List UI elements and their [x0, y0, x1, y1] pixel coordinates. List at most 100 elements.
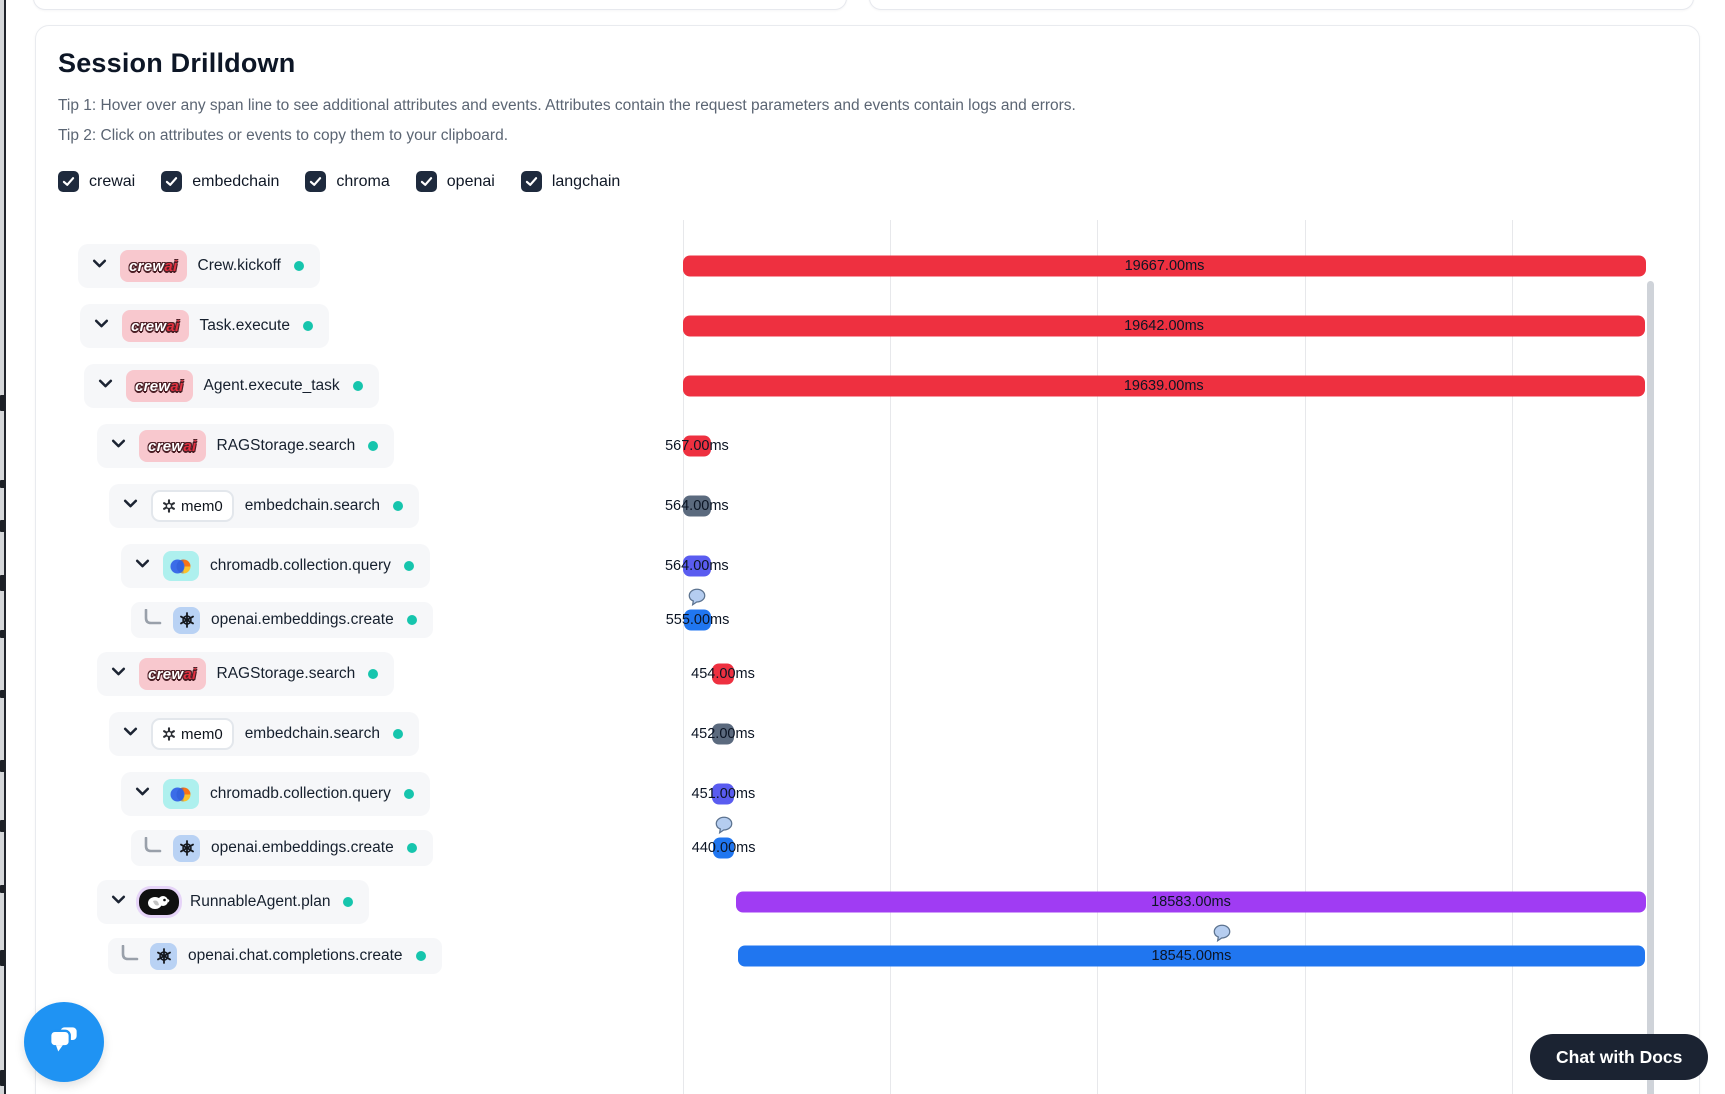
status-dot — [343, 897, 354, 907]
expand-chevron-icon[interactable] — [110, 891, 127, 913]
mem0-logo-icon: mem0 — [151, 718, 234, 750]
expand-chevron-icon[interactable] — [134, 555, 151, 577]
span-pill[interactable]: chromadb.collection.query — [121, 772, 430, 816]
chroma-logo-icon — [163, 551, 199, 581]
crewai-logo-icon: crew ai — [139, 658, 206, 690]
span-pill[interactable]: crew ai Agent.execute_task — [84, 364, 379, 408]
span-name: openai.embeddings.create — [211, 611, 394, 628]
span-row: chromadb.collection.query 451.00ms — [58, 764, 1677, 824]
span-pill[interactable]: openai.embeddings.create — [131, 830, 433, 866]
expand-chevron-icon[interactable] — [122, 495, 139, 517]
langchain-logo-icon — [139, 889, 179, 915]
vendor-filter-embedchain[interactable]: embedchain — [161, 171, 279, 192]
vendor-filter-openai[interactable]: openai — [415, 171, 495, 192]
span-row: crew ai Crew.kickoff 19667.00ms — [58, 236, 1677, 296]
span-pill[interactable]: mem0 embedchain.search — [109, 712, 419, 756]
span-row: crew ai Task.execute 19642.00ms — [58, 296, 1677, 356]
checkbox-checked-icon[interactable] — [161, 171, 183, 192]
elbow-connector-icon — [119, 944, 139, 967]
duration-bar[interactable] — [683, 435, 711, 457]
span-name: RAGStorage.search — [216, 437, 356, 454]
expand-chevron-icon[interactable] — [97, 375, 114, 397]
status-dot — [392, 501, 403, 511]
status-dot — [415, 951, 426, 961]
span-pill[interactable]: chromadb.collection.query — [121, 544, 430, 588]
vendor-filter-chroma[interactable]: chroma — [305, 171, 390, 192]
duration-bar[interactable] — [683, 495, 711, 517]
mem0-logo-icon: mem0 — [151, 490, 234, 522]
status-dot — [352, 381, 363, 391]
duration-bar[interactable] — [683, 315, 1646, 337]
elbow-connector-icon — [142, 836, 162, 859]
expand-chevron-icon[interactable] — [93, 315, 110, 337]
event-bubble-icon[interactable] — [1213, 924, 1231, 947]
expand-chevron-icon[interactable] — [110, 663, 127, 685]
vertical-scrollbar[interactable] — [1647, 281, 1654, 1094]
span-name: RAGStorage.search — [216, 665, 356, 682]
openai-logo-icon — [150, 942, 177, 970]
span-row: mem0 embedchain.search 564.00ms — [58, 476, 1677, 536]
checkbox-checked-icon[interactable] — [520, 171, 542, 192]
duration-bar[interactable] — [712, 837, 735, 859]
crewai-logo-icon: crew ai — [120, 250, 187, 282]
duration-bar[interactable] — [683, 555, 711, 577]
vendor-filter-langchain[interactable]: langchain — [520, 171, 621, 192]
vendor-filter-label: embedchain — [192, 172, 280, 190]
top-card-stub-left — [33, 0, 847, 10]
span-row: mem0 embedchain.search 452.00ms — [58, 704, 1677, 764]
event-bubble-icon[interactable] — [715, 816, 733, 839]
span-pill[interactable]: mem0 embedchain.search — [109, 484, 419, 528]
span-name: chromadb.collection.query — [210, 785, 391, 802]
span-row: openai.embeddings.create 440.00ms — [58, 816, 1677, 872]
duration-bar[interactable] — [711, 723, 735, 745]
checkbox-checked-icon[interactable] — [305, 171, 327, 192]
duration-bar[interactable] — [683, 255, 1646, 277]
duration-label: 19667.00ms — [1124, 258, 1205, 274]
span-name: Agent.execute_task — [203, 377, 340, 394]
duration-bar[interactable] — [735, 891, 1646, 913]
duration-label: 564.00ms — [664, 498, 729, 514]
status-dot — [368, 669, 379, 679]
span-pill[interactable]: crew ai RAGStorage.search — [97, 424, 395, 468]
expand-chevron-icon[interactable] — [110, 435, 127, 457]
span-row: RunnableAgent.plan 18583.00ms — [58, 872, 1677, 932]
duration-label: 567.00ms — [665, 438, 729, 454]
span-pill[interactable]: openai.embeddings.create — [131, 602, 433, 638]
duration-label: 555.00ms — [665, 612, 730, 628]
vendor-filter-crewai[interactable]: crewai — [58, 171, 135, 192]
vendor-filter-label: langchain — [551, 172, 621, 190]
chat-with-docs-button[interactable]: Chat with Docs — [1530, 1034, 1709, 1080]
status-dot — [406, 615, 417, 625]
status-dot — [293, 261, 304, 271]
span-pill[interactable]: RunnableAgent.plan — [97, 880, 370, 924]
span-pill[interactable]: openai.chat.completions.create — [108, 938, 442, 974]
duration-label: 18545.00ms — [1151, 948, 1232, 964]
vendor-filter-label: openai — [446, 172, 495, 190]
span-name: openai.embeddings.create — [211, 839, 394, 856]
tip-2: Tip 2: Click on attributes or events to … — [58, 127, 508, 144]
span-pill[interactable]: crew ai Crew.kickoff — [78, 244, 320, 288]
expand-chevron-icon[interactable] — [91, 255, 108, 277]
crewai-logo-icon: crew ai — [122, 310, 189, 342]
event-bubble-icon[interactable] — [688, 588, 706, 611]
span-row: crew ai Agent.execute_task 19639.00ms — [58, 356, 1677, 416]
span-pill[interactable]: crew ai RAGStorage.search — [97, 652, 395, 696]
expand-chevron-icon[interactable] — [134, 783, 151, 805]
span-pill[interactable]: crew ai Task.execute — [80, 304, 329, 348]
span-name: chromadb.collection.query — [210, 557, 391, 574]
trace-waterfall: crew ai Crew.kickoff 19667.00ms crew ai Ta… — [58, 220, 1677, 1094]
duration-bar[interactable] — [712, 783, 735, 805]
duration-label: 18583.00ms — [1151, 894, 1231, 910]
duration-label: 19642.00ms — [1124, 318, 1204, 334]
duration-bar[interactable] — [711, 663, 735, 685]
duration-bar[interactable] — [683, 609, 712, 631]
support-chat-button[interactable] — [24, 1002, 104, 1082]
status-dot — [403, 789, 414, 799]
checkbox-checked-icon[interactable] — [415, 171, 437, 192]
duration-bar[interactable] — [737, 945, 1646, 967]
expand-chevron-icon[interactable] — [122, 723, 139, 745]
span-name: Crew.kickoff — [197, 257, 281, 274]
session-drilldown-card: Session Drilldown Tip 1: Hover over any … — [35, 25, 1700, 1094]
checkbox-checked-icon[interactable] — [58, 171, 79, 192]
duration-bar[interactable] — [683, 375, 1645, 397]
